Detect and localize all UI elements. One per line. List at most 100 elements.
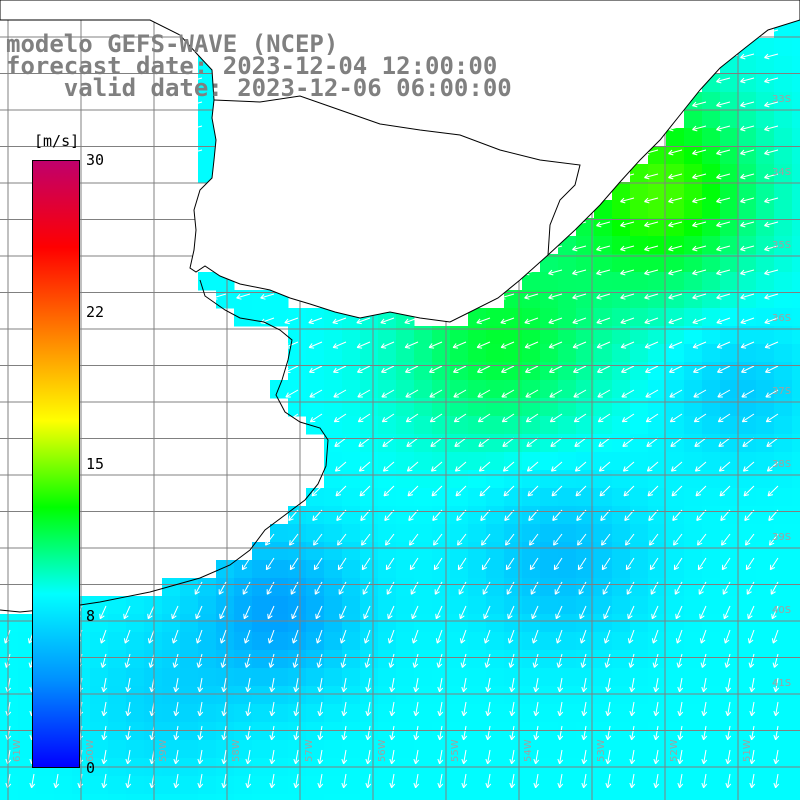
wind-arrow	[245, 749, 252, 765]
wind-arrow	[717, 389, 731, 398]
wind-cell	[666, 218, 685, 237]
wind-cell	[756, 596, 775, 615]
wind-cell	[684, 416, 703, 435]
wind-arrow	[430, 437, 443, 447]
wind-cell	[666, 380, 685, 399]
wind-cell	[450, 740, 469, 759]
wind-arrow	[765, 413, 779, 423]
wind-cell	[522, 632, 541, 651]
wind-cell	[774, 578, 793, 597]
wind-cell	[774, 596, 793, 615]
wind-arrow	[605, 773, 612, 789]
wind-cell	[684, 470, 703, 489]
wind-arrow	[533, 749, 540, 765]
wind-arrow	[507, 629, 515, 644]
wind-cell	[414, 488, 433, 507]
wind-cell	[756, 218, 775, 237]
wind-cell	[648, 218, 667, 237]
wind-arrow	[621, 413, 635, 423]
wind-cell	[720, 326, 739, 345]
wind-arrow	[653, 725, 660, 741]
wind-arrow	[381, 365, 395, 374]
wind-cell	[666, 308, 685, 327]
wind-cell	[738, 614, 757, 633]
wind-arrow	[412, 653, 419, 668]
wind-cell	[486, 452, 505, 471]
wind-cell	[684, 272, 703, 291]
wind-cell	[486, 632, 505, 651]
wind-arrow	[719, 485, 731, 497]
wind-cell	[720, 668, 739, 687]
wind-arrow	[716, 221, 731, 228]
wind-arrow	[437, 773, 444, 789]
title-forecast-date: forecast date: 2023-12-04 12:00:00	[6, 52, 498, 80]
wind-arrow	[363, 629, 371, 644]
wind-cell	[666, 524, 685, 543]
wind-cell	[18, 704, 37, 723]
wind-cell	[270, 308, 289, 327]
wind-cell	[792, 614, 800, 633]
wind-arrow	[649, 557, 659, 571]
wind-cell	[594, 362, 613, 381]
wind-arrow	[574, 437, 587, 447]
wind-cell	[720, 290, 739, 309]
wind-cell	[144, 794, 163, 800]
wind-arrow	[749, 749, 756, 765]
wind-cell	[396, 506, 415, 525]
wind-cell	[558, 308, 577, 327]
wind-cell	[594, 452, 613, 471]
wind-cell	[522, 272, 541, 291]
wind-arrow	[289, 557, 299, 571]
wind-cell	[450, 524, 469, 543]
wind-arrow	[260, 293, 275, 300]
wind-arrow	[749, 701, 756, 717]
wind-arrow	[502, 437, 515, 447]
wind-cell	[756, 488, 775, 507]
wind-arrow	[335, 485, 347, 497]
wind-cell	[414, 668, 433, 687]
wind-cell	[504, 380, 523, 399]
wind-cell	[738, 326, 757, 345]
colorbar-tick-0: 0	[86, 759, 96, 777]
wind-cell	[702, 596, 721, 615]
wind-arrow	[725, 749, 732, 765]
wind-arrow	[675, 629, 683, 644]
wind-cell	[18, 650, 37, 669]
wind-cell	[720, 596, 739, 615]
wind-arrow	[764, 293, 779, 300]
wind-arrow	[341, 701, 348, 717]
wind-arrow	[692, 317, 707, 325]
wind-cell	[774, 632, 793, 651]
wind-cell	[720, 560, 739, 579]
wind-cell	[486, 398, 505, 417]
wind-cell	[234, 578, 253, 597]
wind-cell	[630, 488, 649, 507]
wind-cell	[396, 686, 415, 705]
wind-cell	[648, 650, 667, 669]
colorbar-unit: [m/s]	[34, 132, 80, 150]
wind-cell	[756, 362, 775, 381]
wind-cell	[414, 470, 433, 489]
wind-cell	[378, 488, 397, 507]
wind-cell	[216, 740, 235, 759]
lon-label: 57W	[304, 739, 315, 762]
wind-cell	[468, 704, 487, 723]
wind-cell	[216, 686, 235, 705]
wind-arrow	[502, 461, 515, 472]
wind-cell	[756, 614, 775, 633]
wind-cell	[684, 614, 703, 633]
wind-cell	[306, 362, 325, 381]
wind-arrow	[764, 101, 779, 108]
wind-arrow	[485, 749, 492, 765]
wind-arrow	[221, 701, 228, 717]
wind-arrow	[741, 365, 755, 374]
wind-arrow	[725, 773, 732, 789]
wind-arrow	[485, 725, 492, 741]
wind-arrow	[478, 437, 491, 447]
wind-cell	[792, 632, 800, 651]
wind-cell	[108, 686, 127, 705]
wind-arrow	[749, 725, 756, 741]
wind-cell	[540, 488, 559, 507]
wind-cell	[288, 650, 307, 669]
wind-arrow	[651, 629, 659, 644]
